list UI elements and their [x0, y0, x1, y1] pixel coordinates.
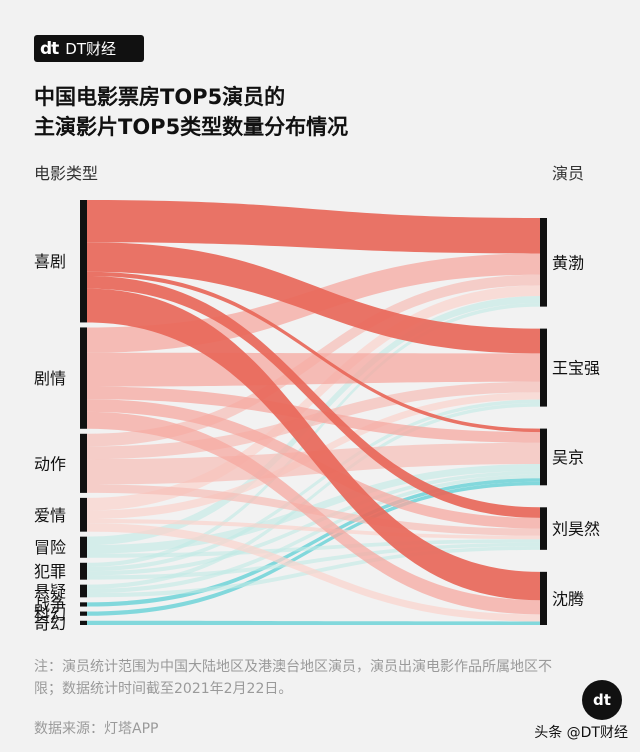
- sankey-link: [87, 242, 540, 354]
- target-node: [540, 571, 547, 625]
- sankey-link: [87, 386, 540, 443]
- source-label: 战争: [34, 595, 66, 614]
- sankey-link: [87, 276, 540, 518]
- sankey-link: [87, 523, 540, 622]
- source-label: 冒险: [34, 538, 66, 557]
- source-label: 动作: [34, 454, 66, 473]
- left-axis-label: 电影类型: [34, 164, 99, 183]
- source-node: [80, 562, 87, 580]
- source-node: [80, 200, 87, 323]
- sankey-links: [87, 200, 540, 625]
- sankey-link: [87, 411, 540, 615]
- chart-title-line-1: 中国电影票房TOP5演员的: [34, 85, 286, 109]
- right-axis-label: 演员: [552, 164, 585, 183]
- target-node: [540, 507, 547, 550]
- target-node: [540, 328, 547, 407]
- source-node: [80, 602, 87, 607]
- sankey-link: [87, 271, 540, 433]
- sankey-link: [87, 399, 540, 529]
- chart-title: 中国电影票房TOP5演员的 主演影片TOP5类型数量分布情况: [34, 82, 348, 142]
- sankey-link: [87, 352, 540, 387]
- sankey-link: [87, 478, 540, 607]
- sankey-link: [87, 471, 540, 576]
- source-node: [80, 536, 87, 558]
- source-node: [80, 584, 87, 598]
- sankey-link: [87, 620, 540, 625]
- sankey-link: [87, 288, 540, 601]
- sankey-link: [87, 542, 540, 580]
- sankey-link: [87, 519, 540, 540]
- watermark-logo: dt: [582, 680, 622, 720]
- source-node: [80, 327, 87, 429]
- target-label: 沈腾: [552, 589, 584, 608]
- logo-mark: dt: [40, 38, 59, 59]
- source-label: 喜剧: [34, 252, 66, 271]
- target-label: 刘昊然: [552, 520, 600, 539]
- source-label: 爱情: [34, 506, 66, 525]
- source-label: 奇幻: [34, 614, 66, 633]
- source-label: 科幻: [34, 605, 66, 624]
- target-node: [540, 428, 547, 486]
- sankey-link: [87, 200, 540, 254]
- source-node: [80, 433, 87, 493]
- sankey-nodes: [80, 200, 547, 625]
- target-label: 王宝强: [552, 359, 600, 378]
- brand-logo: dt DT财经: [34, 35, 144, 62]
- source-label: 悬疑: [34, 582, 66, 601]
- sankey-link: [87, 403, 540, 589]
- target-label: 吴京: [552, 448, 584, 467]
- chart-note: 注：演员统计范围为中国大陆地区及港澳台地区演员，演员出演电影作品所属地区不限；数…: [34, 659, 552, 697]
- sankey-link: [87, 474, 540, 594]
- attribution: 头条 @DT财经: [534, 725, 628, 741]
- logo-name: DT财经: [65, 40, 117, 58]
- sankey-link: [87, 399, 540, 572]
- data-source: 数据来源：灯塔APP: [34, 721, 159, 737]
- source-node: [80, 611, 87, 616]
- source-node: [80, 620, 87, 625]
- target-node: [540, 218, 547, 307]
- source-node: [80, 497, 87, 532]
- source-label: 犯罪: [34, 562, 66, 581]
- source-label: 剧情: [34, 369, 66, 388]
- target-label: 黄渤: [552, 253, 584, 272]
- chart-title-line-2: 主演影片TOP5类型数量分布情况: [34, 115, 349, 139]
